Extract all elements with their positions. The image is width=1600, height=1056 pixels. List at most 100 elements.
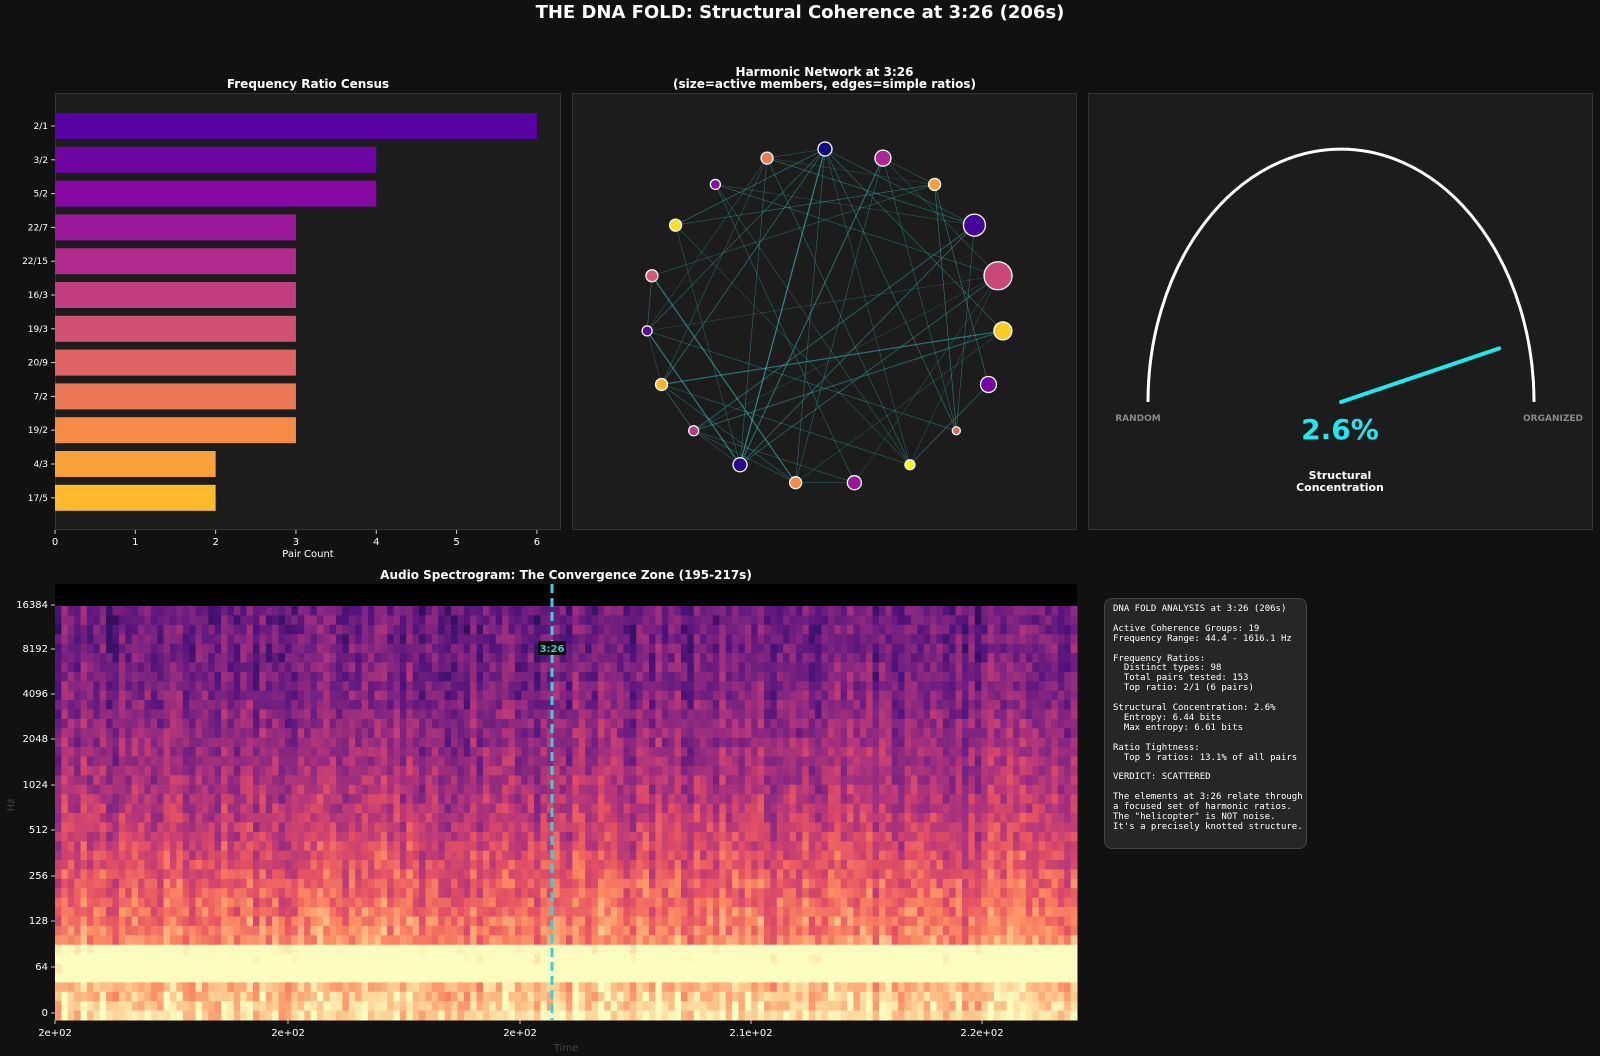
spectrogram-cell	[559, 775, 567, 786]
spectrogram-cell	[253, 897, 260, 908]
spectrogram-cell	[566, 972, 573, 983]
spectrogram-cell	[182, 822, 190, 833]
bar-category-label: 22/15	[22, 257, 48, 267]
spectrogram-cell	[751, 860, 759, 870]
spectrogram-cell	[438, 963, 446, 974]
spectrogram-cell	[316, 1001, 324, 1012]
spectrogram-cell	[99, 728, 107, 739]
spectrogram-cell	[297, 728, 305, 739]
spectrogram-cell	[419, 822, 426, 833]
spectrogram-cell	[144, 972, 152, 983]
spectrogram-cell	[431, 606, 439, 616]
spectrogram-cell	[508, 982, 516, 993]
spectrogram-cell	[329, 700, 337, 710]
spectrogram-cell	[342, 718, 350, 729]
spectrogram-cell	[744, 907, 752, 917]
spectrogram-cell	[706, 982, 714, 993]
spectrogram-cell	[527, 822, 535, 833]
spectrogram-cell	[265, 784, 273, 795]
spectrogram-cell	[463, 813, 471, 823]
spectrogram-cell	[144, 709, 152, 720]
spectrogram-cell	[457, 709, 465, 720]
spectrogram-cell	[61, 925, 69, 936]
spectrogram-cell	[86, 747, 94, 758]
spectrogram-cell	[406, 1010, 414, 1021]
network-edge	[766, 148, 826, 159]
spectrogram-cell	[725, 653, 733, 663]
spectrogram-cell	[623, 888, 631, 899]
spectrogram-cell	[431, 897, 439, 908]
spectrogram-cell	[617, 700, 624, 710]
spectrogram-cell	[169, 841, 177, 852]
spectrogram-cell	[502, 681, 510, 692]
spectrogram-cell	[610, 860, 618, 870]
spectrogram-cell	[253, 850, 260, 861]
spectrogram-cell	[86, 728, 94, 739]
spectrogram-cell	[348, 624, 356, 635]
spectrogram-cell	[457, 606, 465, 616]
spectrogram-cell	[744, 794, 752, 805]
spectrogram-cell	[751, 690, 759, 701]
spectrogram-cell	[604, 935, 612, 946]
network-edge	[739, 275, 999, 465]
spectrogram-cell	[157, 972, 165, 983]
spectrogram-cell	[732, 718, 739, 729]
spectrogram-cell	[629, 709, 637, 720]
spectrogram-cell	[310, 728, 318, 739]
spectrogram-cell	[240, 888, 248, 899]
spectrogram-cell	[540, 935, 548, 946]
spectrogram-cell	[272, 643, 280, 654]
spectrogram-cell	[61, 813, 69, 823]
spectrogram-cell	[700, 963, 708, 974]
gauge-organized-label: ORGANIZED	[1523, 414, 1583, 424]
spectrogram-cell	[195, 897, 203, 908]
spectrogram-cell	[195, 671, 203, 682]
spectrogram-cell	[374, 671, 382, 682]
spectrogram-cell	[182, 643, 190, 654]
spectrogram-cell	[259, 756, 267, 767]
spectrogram-cell	[751, 925, 759, 936]
spectrogram-cell	[214, 813, 222, 823]
spectrogram-cell	[387, 963, 395, 974]
spectrogram-cell	[546, 972, 554, 983]
spectrogram-cell	[597, 831, 605, 842]
spectrogram-cell	[342, 1001, 350, 1012]
spectrogram-cell	[521, 1001, 529, 1012]
spectrogram-cell	[310, 794, 318, 805]
network-edge	[934, 184, 989, 385]
bar-category-label: 19/2	[28, 426, 48, 436]
spectrogram-cell	[572, 954, 580, 965]
spectrogram-cell	[189, 944, 197, 955]
spectrogram-cell	[585, 690, 593, 701]
spectrogram-cell	[291, 822, 299, 833]
spectrogram-cell	[144, 925, 152, 936]
spectrogram-cell	[61, 916, 69, 927]
spectrogram-cell	[304, 728, 311, 739]
spectrogram-cell	[118, 1001, 126, 1012]
spectrogram-cell	[253, 982, 260, 993]
spectrogram-cell	[661, 869, 669, 880]
spectrogram-cell	[150, 916, 158, 927]
spectrogram-cell	[476, 709, 484, 720]
spectrogram-cell	[323, 784, 331, 795]
spectrogram-cell	[163, 869, 171, 880]
spectrogram-cell	[157, 954, 165, 965]
spectrogram-cell	[732, 944, 739, 955]
spectrogram-cell	[284, 1001, 292, 1012]
spectrogram-cell	[214, 728, 222, 739]
spectrogram-cell	[310, 700, 318, 710]
spectrogram-cell	[744, 841, 752, 852]
spectrogram-cell	[182, 850, 190, 861]
spectrogram-cell	[585, 765, 593, 776]
spectrogram-cell	[425, 878, 433, 889]
spectrogram-cell	[738, 794, 746, 805]
spectrogram-cell	[674, 681, 682, 692]
spectrogram-cell	[502, 972, 510, 983]
spectrogram-cell	[233, 860, 241, 870]
spectrogram-cell	[444, 700, 452, 710]
spectrogram-cell	[502, 765, 510, 776]
spectrogram-cell	[253, 841, 260, 852]
spectrogram-cell	[661, 803, 669, 814]
spectrogram-cell	[706, 803, 714, 814]
spectrogram-cell	[272, 653, 280, 663]
